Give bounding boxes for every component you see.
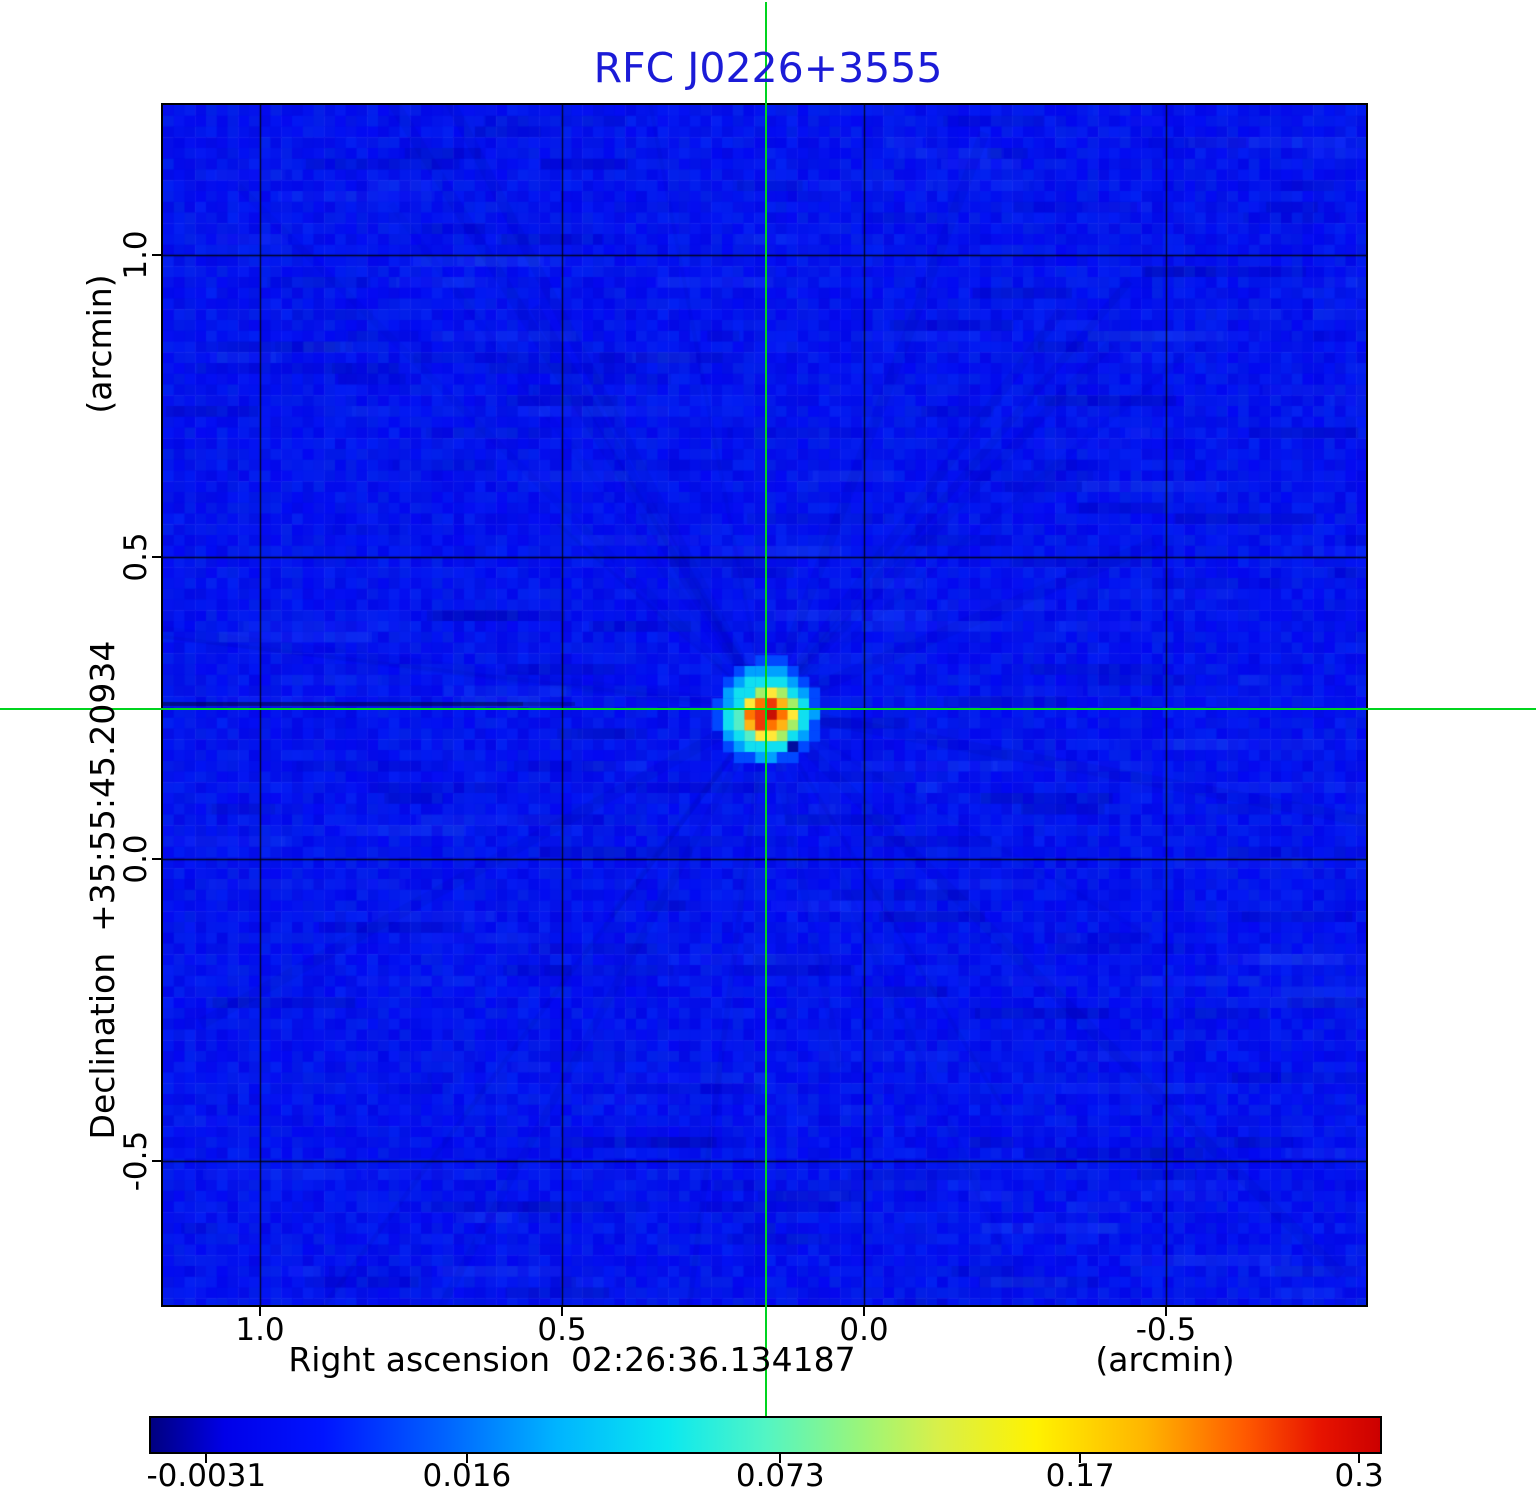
colorbar-tick-mark xyxy=(779,1454,782,1463)
x-tick-label: 0.5 xyxy=(537,1312,587,1348)
colorbar-tick-label: 0.17 xyxy=(1045,1458,1115,1494)
colorbar-tick-mark xyxy=(1079,1454,1082,1463)
colorbar-tick-label: 0.016 xyxy=(422,1458,512,1494)
colorbar-tick-mark xyxy=(205,1454,208,1463)
colorbar xyxy=(149,1416,1382,1454)
x-tick-label: -0.5 xyxy=(1135,1312,1197,1348)
sky-map-canvas xyxy=(163,105,1366,1305)
y-axis-tick-mark xyxy=(152,556,161,558)
x-axis-label: Right ascension 02:26:36.134187 xyxy=(288,1340,856,1379)
figure-title: RFC J0226+3555 xyxy=(593,44,943,92)
x-tick-label: 1.0 xyxy=(235,1312,285,1348)
y-tick-label: 0.0 xyxy=(118,834,154,884)
y-tick-label: 0.5 xyxy=(118,532,154,582)
colorbar-tick-label: -0.0031 xyxy=(146,1458,267,1494)
x-axis-tick-mark xyxy=(863,1307,865,1316)
x-axis-unit-label: (arcmin) xyxy=(1095,1340,1235,1379)
y-tick-label: 1.0 xyxy=(118,230,154,280)
crosshair-horizontal-line xyxy=(0,708,1536,710)
x-tick-label: 0.0 xyxy=(839,1312,889,1348)
colorbar-tick-mark xyxy=(1358,1454,1361,1463)
y-axis-tick-mark xyxy=(152,858,161,860)
sky-map-plot xyxy=(161,103,1368,1307)
colorbar-tick-mark xyxy=(465,1454,468,1463)
x-axis-tick-mark xyxy=(1165,1307,1167,1316)
y-axis-tick-mark xyxy=(152,1160,161,1162)
y-axis-tick-mark xyxy=(152,254,161,256)
colorbar-tick-label: 0.073 xyxy=(735,1458,825,1494)
y-tick-label: -0.5 xyxy=(118,1130,154,1192)
y-axis-label: Declination +35:55:45.20934 xyxy=(83,640,122,1140)
x-axis-tick-mark xyxy=(561,1307,563,1316)
x-axis-tick-mark xyxy=(259,1307,261,1316)
colorbar-tick-label: 0.3 xyxy=(1334,1458,1384,1494)
